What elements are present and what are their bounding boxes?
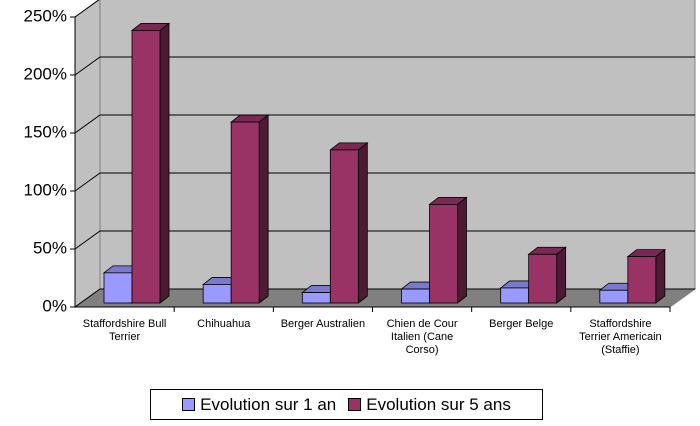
grid-line	[74, 230, 695, 250]
bar	[301, 292, 331, 304]
legend-swatch	[182, 398, 196, 411]
legend-label: Evolution sur 5 ans	[366, 394, 511, 414]
bar	[329, 149, 359, 304]
grid-line	[74, 114, 695, 134]
bar-side	[457, 196, 467, 304]
bar	[528, 253, 558, 304]
bar	[500, 287, 530, 304]
x-tick-label: Berger Australien	[280, 318, 366, 330]
bar	[103, 272, 133, 304]
bar	[429, 203, 458, 304]
x-tick-label: Berger Belge	[489, 318, 554, 330]
x-tick-label: Chien de Cour Italien (Cane Corso)	[386, 318, 458, 356]
legend: Evolution sur 1 an Evolution sur 5 ans	[150, 389, 543, 420]
y-tick-label: 200%	[24, 64, 67, 83]
y-tick-label: 250%	[24, 6, 67, 25]
grid-line	[74, 288, 695, 308]
grid-line	[74, 56, 695, 76]
x-tick-label: Staffordshire Terrier Americain (Staffie…	[579, 318, 662, 356]
bar	[230, 121, 260, 304]
bar	[599, 289, 629, 304]
bar-side	[655, 248, 666, 304]
bar	[202, 284, 232, 304]
grid-line	[74, 172, 695, 192]
bar-side	[556, 246, 567, 304]
legend-item: Evolution sur 5 ans	[348, 395, 511, 415]
bar	[401, 288, 430, 304]
legend-label: Evolution sur 1 an	[200, 394, 337, 414]
grid-line	[74, 0, 100, 18]
side-wall	[74, 0, 101, 308]
legend-item: Evolution sur 1 an	[182, 395, 336, 415]
bar-side	[357, 142, 368, 304]
x-tick-label: Staffordshire Bull Terrier	[82, 318, 167, 343]
bar-side	[159, 22, 170, 304]
y-tick-label: 0%	[42, 296, 67, 315]
y-tick-label: 150%	[24, 122, 67, 141]
y-tick-label: 50%	[33, 238, 67, 257]
bar-side	[258, 114, 269, 304]
legend-swatch	[348, 398, 362, 411]
bar	[627, 256, 657, 304]
y-tick-label: 100%	[24, 180, 67, 199]
x-tick-label: Chihuahua	[197, 318, 251, 330]
bar	[131, 29, 161, 304]
back-wall	[99, 0, 696, 290]
